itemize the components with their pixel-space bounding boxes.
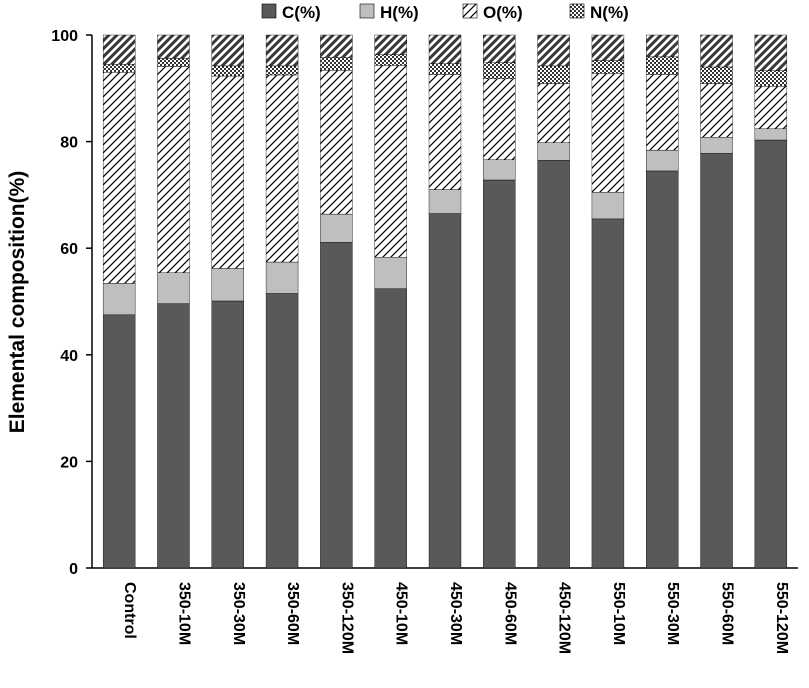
bar-segment — [211, 75, 244, 269]
bar-segment — [320, 213, 353, 243]
bar-segment — [428, 74, 462, 190]
bar-segment — [483, 159, 516, 181]
bar-segment — [700, 83, 733, 138]
bar-segment — [157, 272, 190, 304]
bar-segment — [157, 34, 190, 59]
bar-segment — [374, 257, 407, 289]
bar-segment — [754, 34, 788, 71]
y-tick-label: 100 — [51, 28, 78, 45]
bar-segment — [646, 74, 679, 151]
bar-segment — [265, 74, 299, 263]
bar-segment — [211, 300, 244, 569]
bar-segment — [483, 62, 516, 79]
legend-label: O(%) — [483, 3, 523, 22]
bar-segment — [320, 242, 353, 569]
bar-segment — [374, 288, 407, 569]
bar-segment — [537, 160, 570, 569]
bar-segment — [102, 314, 136, 569]
bar-segment — [374, 54, 407, 66]
bar-segment — [320, 69, 353, 215]
bar-segment — [428, 213, 462, 569]
legend-swatch — [569, 3, 585, 19]
bar-segment — [591, 192, 625, 220]
x-tick-label: 550-10M — [610, 582, 627, 645]
bar-segment — [265, 293, 299, 569]
bar-segment — [646, 149, 679, 172]
bar-segment — [157, 66, 190, 273]
x-tick-label: 350-60M — [284, 582, 301, 645]
bar-segment — [374, 65, 407, 258]
bar-segment — [754, 128, 788, 141]
bar-segment — [483, 34, 516, 63]
bar-segment — [537, 142, 570, 161]
bar-segment — [265, 34, 299, 67]
bar-segment — [537, 83, 570, 143]
legend-label: N(%) — [590, 3, 629, 22]
bar-segment — [211, 268, 244, 302]
bar-segment — [102, 283, 136, 316]
bar-segment — [754, 139, 788, 569]
y-tick-label: 0 — [69, 561, 78, 578]
legend-swatch — [359, 3, 375, 19]
y-tick-label: 20 — [60, 454, 78, 471]
bar-segment — [211, 65, 244, 77]
bar-segment — [428, 63, 462, 75]
bar-segment — [265, 65, 299, 76]
x-tick-label: 450-30M — [447, 582, 464, 645]
x-tick-label: 350-30M — [230, 582, 247, 645]
x-tick-label: 550-60M — [719, 582, 736, 645]
bar-segment — [102, 72, 136, 284]
x-tick-label: 450-60M — [501, 582, 518, 645]
bar-segment — [157, 58, 190, 67]
x-tick-label: Control — [121, 582, 138, 639]
bar-segment — [265, 261, 299, 294]
x-tick-label: 450-120M — [556, 582, 573, 654]
bar-segment — [537, 65, 570, 84]
bar-segment — [483, 78, 516, 160]
bar-segment — [102, 34, 136, 65]
legend: C(%) H(%) O(%) N(%) — [261, 3, 629, 22]
bar-segment — [537, 34, 570, 67]
bar-segment — [700, 34, 733, 68]
legend-label: C(%) — [282, 3, 321, 22]
y-tick-label: 80 — [60, 135, 78, 152]
legend-swatch — [462, 3, 478, 19]
bar-segment — [700, 66, 733, 84]
bar-segment — [700, 137, 733, 154]
bar-segment — [754, 85, 788, 130]
bar-segment — [320, 57, 353, 71]
bar-segment — [754, 70, 788, 87]
x-tick-label: 450-10M — [393, 582, 410, 645]
bar-segment — [157, 303, 190, 569]
y-tick-label: 60 — [60, 241, 78, 258]
x-tick-label: 350-120M — [338, 582, 355, 654]
x-tick-label: 550-120M — [773, 582, 790, 654]
bar-segment — [646, 34, 679, 58]
bar-segment — [102, 64, 136, 73]
bar-segment — [591, 60, 625, 74]
bar-segment — [483, 179, 516, 569]
y-tick-label: 40 — [60, 348, 78, 365]
plot-area: 0 20 40 60 80 100 Control 350-10M 350-30M 350-60M… — [51, 28, 798, 654]
bar-segment — [320, 34, 353, 58]
legend-label: H(%) — [380, 3, 419, 22]
bar-segment — [591, 73, 625, 193]
bar-segment — [428, 34, 462, 64]
bar-segment — [646, 56, 679, 75]
x-tick-label: 550-30M — [664, 582, 681, 645]
bar-segment — [700, 153, 733, 569]
bar-segment — [374, 34, 407, 55]
bar-segment — [428, 189, 462, 214]
y-axis-title: Elemental composition(%) — [6, 171, 29, 434]
bar-segment — [646, 170, 679, 569]
x-tick-label: 350-10M — [175, 582, 192, 645]
bar-segment — [591, 218, 625, 569]
bar-segment — [211, 34, 244, 67]
bar-segment — [591, 34, 625, 61]
legend-swatch — [261, 3, 277, 19]
